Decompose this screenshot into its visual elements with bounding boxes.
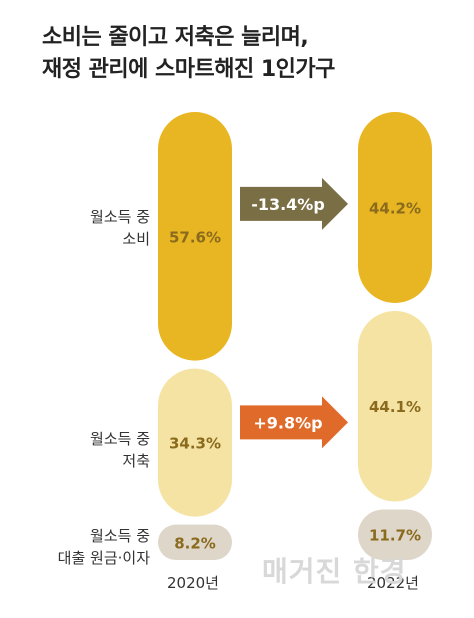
row-label-loan-line-1: 월소득 중	[90, 527, 150, 545]
chart-title: 소비는 줄이고 저축은 늘리며, 재정 관리에 스마트해진 1인가구	[42, 22, 462, 86]
bar-savings-2020	[158, 368, 232, 517]
value-label-consumption-2022: 44.2%	[369, 199, 421, 217]
change-arrow-consumption	[240, 177, 348, 230]
row-label-savings: 월소득 중 저축	[40, 428, 150, 472]
change-arrow-consumption-label: -13.4%p	[251, 195, 325, 214]
row-label-loan: 월소득 중 대출 원금·이자	[40, 525, 150, 569]
change-arrow-savings-label: +9.8%p	[253, 413, 322, 432]
title-line-2: 재정 관리에 스마트해진 1인가구	[42, 57, 335, 82]
row-label-consumption-line-1: 월소득 중	[90, 208, 150, 226]
bar-consumption-2022	[358, 112, 432, 303]
value-label-savings-2022: 44.1%	[369, 398, 421, 416]
title-line-1: 소비는 줄이고 저축은 늘리며,	[42, 25, 309, 50]
category-label-2020: 2020년	[167, 574, 219, 592]
bar-savings-2022	[358, 310, 432, 502]
row-label-consumption-line-2: 소비	[122, 230, 150, 248]
value-label-loan-2022: 11.7%	[369, 527, 421, 545]
bar-loan-2022	[358, 509, 432, 560]
row-label-loan-line-2: 대출 원금·이자	[57, 549, 150, 567]
bar-consumption-2020	[158, 112, 232, 361]
value-label-savings-2020: 34.3%	[169, 435, 221, 453]
category-label-2022: 2022년	[367, 574, 419, 592]
value-label-loan-2020: 8.2%	[174, 534, 216, 552]
value-label-consumption-2020: 57.6%	[169, 228, 221, 246]
bar-loan-2020	[158, 524, 232, 560]
row-label-consumption: 월소득 중 소비	[40, 206, 150, 250]
row-label-savings-line-2: 저축	[122, 452, 150, 470]
watermark: 매거진 한경	[262, 555, 407, 588]
change-arrow-savings	[240, 396, 348, 449]
row-label-savings-line-1: 월소득 중	[90, 430, 150, 448]
